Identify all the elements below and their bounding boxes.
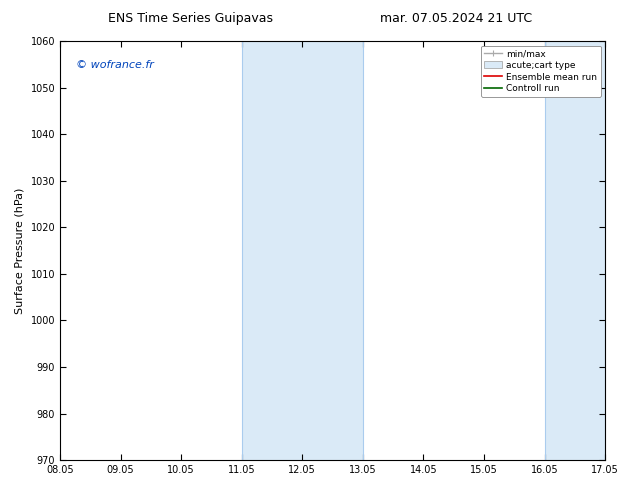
Text: mar. 07.05.2024 21 UTC: mar. 07.05.2024 21 UTC (380, 12, 533, 25)
Bar (242, 41, 363, 460)
Y-axis label: Surface Pressure (hPa): Surface Pressure (hPa) (15, 187, 25, 314)
Text: © wofrance.fr: © wofrance.fr (76, 60, 154, 70)
Text: ENS Time Series Guipavas: ENS Time Series Guipavas (108, 12, 273, 25)
Legend: min/max, acute;cart type, Ensemble mean run, Controll run: min/max, acute;cart type, Ensemble mean … (481, 46, 600, 97)
Bar (545, 41, 605, 460)
